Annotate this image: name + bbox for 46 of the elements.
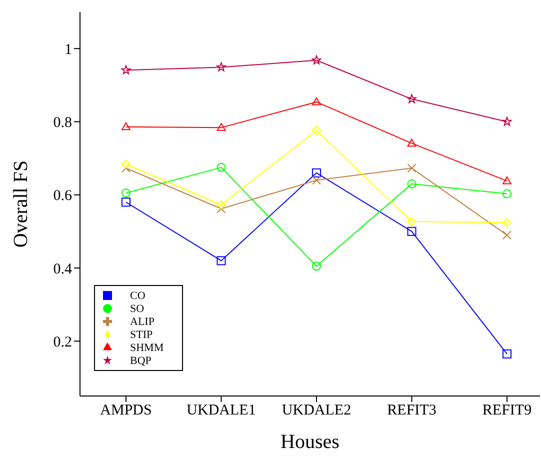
point [216, 123, 226, 131]
point [312, 168, 321, 178]
point [312, 176, 321, 185]
y-tick-label: 1 [64, 42, 72, 58]
point [407, 226, 416, 236]
point [407, 179, 416, 188]
point [216, 162, 226, 172]
point [502, 176, 512, 184]
point [407, 138, 416, 147]
point [312, 262, 321, 271]
point [216, 62, 226, 72]
point [122, 198, 130, 207]
point [502, 116, 512, 126]
point [407, 164, 416, 173]
point [502, 218, 512, 228]
point [407, 217, 416, 226]
x-axis-title: Houses [280, 431, 340, 453]
y-tick-label: 0.4 [53, 261, 72, 278]
x-tick-label: UKDALE2 [282, 402, 352, 419]
point [216, 256, 226, 266]
legend-label: SO [130, 303, 144, 315]
x-tick-label: UKDALE1 [186, 402, 256, 419]
point [312, 126, 321, 135]
point [121, 65, 131, 74]
point [216, 200, 226, 210]
legend-label: SHMM [130, 342, 164, 354]
point [122, 122, 130, 130]
point [502, 349, 512, 358]
point [122, 160, 130, 169]
y-axis-title: Overall FS [10, 160, 32, 248]
point [122, 188, 130, 198]
y-tick-label: 0.2 [53, 334, 72, 350]
legend-label: ALIP [130, 316, 154, 328]
point [502, 230, 512, 240]
y-tick-label: 0.6 [53, 188, 72, 204]
x-tick-label: REFIT3 [387, 402, 436, 419]
point [407, 94, 416, 104]
x-tick-label: AMPDS [100, 402, 152, 419]
y-tick-label: 0.8 [53, 115, 72, 132]
legend-label: CO [130, 290, 146, 302]
x-tick-label: REFIT9 [482, 402, 532, 419]
point [312, 97, 321, 106]
legend-label: STIP [130, 329, 153, 341]
point [312, 55, 322, 64]
point [502, 189, 512, 198]
legend-label: BQP [130, 355, 152, 367]
